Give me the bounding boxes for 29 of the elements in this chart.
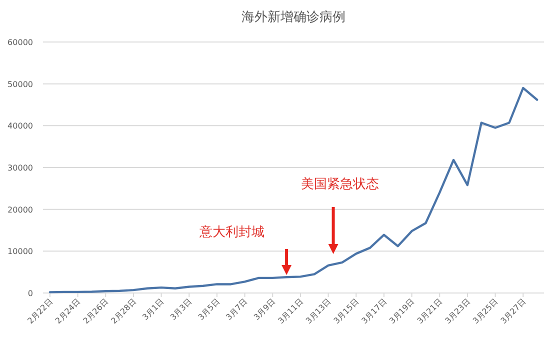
y-tick-label: 30000 <box>8 164 33 172</box>
y-tick-label: 20000 <box>8 205 33 214</box>
y-tick-label: 0 <box>28 289 33 298</box>
x-tick-label: 3月13日 <box>304 297 333 326</box>
x-tick-label: 3月5日 <box>196 297 222 322</box>
x-tick-label: 3月9日 <box>252 297 278 322</box>
x-tick-label: 2月28日 <box>109 297 138 326</box>
x-tick-label: 3月23日 <box>443 297 472 326</box>
x-tick-label: 3月17日 <box>360 297 388 326</box>
x-tick-label: 3月25日 <box>471 297 500 326</box>
y-tick-label: 50000 <box>8 80 33 89</box>
annotation: 美国紧急状态 <box>301 176 379 192</box>
line-series <box>48 86 538 294</box>
y-tick-label: 60000 <box>8 38 33 47</box>
x-tick-label: 3月1日 <box>140 297 166 322</box>
x-tick-label: 3月7日 <box>224 297 250 322</box>
x-tick-label: 3月15日 <box>332 297 361 326</box>
x-tick-label: 3月3日 <box>168 297 194 322</box>
x-tick-label: 2月22日 <box>26 297 54 326</box>
x-tick-label: 3月19日 <box>388 297 416 326</box>
x-tick-label: 3月11日 <box>276 297 305 326</box>
x-tick-label: 2月24日 <box>54 297 82 326</box>
annotation: 意大利封城 <box>198 225 264 240</box>
x-tick-label: 2月26日 <box>82 297 110 326</box>
x-tick-label: 3月27日 <box>499 297 528 326</box>
x-tick-label: 3月21日 <box>416 297 444 326</box>
y-tick-label: 10000 <box>8 247 33 256</box>
y-tick-label: 40000 <box>8 122 33 131</box>
chart-title: 海外新增确诊病例 <box>242 10 346 25</box>
